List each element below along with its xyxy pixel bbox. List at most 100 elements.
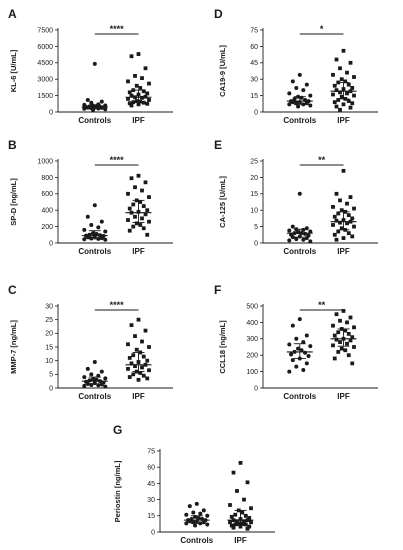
- data-point-ipf: [336, 229, 341, 234]
- data-point-ipf: [352, 93, 356, 98]
- y-tick-label: 15: [45, 344, 53, 351]
- data-point-ipf: [346, 99, 351, 103]
- data-point-ipf: [141, 373, 146, 378]
- data-point-ipf: [352, 206, 356, 211]
- data-point-controls: [82, 106, 87, 111]
- x-category-label: Controls: [283, 392, 316, 401]
- data-point-ipf: [341, 309, 346, 313]
- data-point-controls: [292, 96, 297, 101]
- data-point-ipf: [126, 79, 130, 84]
- data-point-controls: [304, 82, 309, 87]
- data-point-ipf: [138, 371, 143, 375]
- data-point-controls: [287, 342, 292, 347]
- data-point-ipf: [129, 54, 134, 59]
- data-point-ipf: [338, 107, 342, 112]
- data-point-ipf: [126, 96, 130, 101]
- data-point-controls: [308, 93, 313, 98]
- y-axis-label: MMP-7 [ng/mL]: [9, 320, 18, 374]
- data-point-ipf: [240, 510, 245, 515]
- data-point-controls: [290, 358, 295, 363]
- x-category-label: Controls: [283, 116, 316, 125]
- significance-label: ****: [110, 155, 125, 165]
- data-point-ipf: [134, 347, 139, 352]
- data-point-controls: [297, 72, 302, 77]
- y-tick-label: 20: [250, 175, 258, 182]
- data-point-ipf: [348, 60, 353, 65]
- data-point-ipf: [345, 341, 349, 346]
- data-point-ipf: [141, 354, 146, 359]
- data-point-controls: [99, 369, 104, 374]
- x-category-label: IPF: [132, 392, 145, 401]
- data-point-ipf: [138, 200, 143, 204]
- data-point-ipf: [129, 323, 134, 328]
- data-point-ipf: [131, 353, 136, 358]
- data-point-controls: [299, 348, 304, 353]
- data-point-controls: [89, 222, 94, 227]
- data-point-controls: [103, 107, 108, 112]
- data-point-ipf: [235, 519, 239, 524]
- data-point-ipf: [343, 328, 348, 333]
- data-point-ipf: [129, 93, 134, 98]
- panel-e: E 0 5 10 15 20 25 CA-125 [U/mL] Controls IPF **: [214, 138, 378, 256]
- y-axis-label: KL-6 [U/mL]: [9, 49, 18, 92]
- data-point-controls: [193, 523, 198, 528]
- data-point-ipf: [332, 333, 337, 338]
- y-tick-label: 0: [254, 109, 258, 116]
- data-point-ipf: [136, 52, 141, 56]
- data-point-controls: [308, 239, 313, 244]
- data-point-ipf: [136, 317, 141, 322]
- data-point-ipf: [336, 350, 341, 354]
- data-point-ipf: [339, 346, 344, 351]
- significance-label: **: [318, 155, 326, 165]
- data-point-ipf: [127, 90, 132, 95]
- data-point-ipf: [145, 91, 150, 96]
- data-point-ipf: [133, 185, 137, 190]
- data-point-ipf: [334, 104, 339, 109]
- data-point-ipf: [141, 226, 146, 231]
- y-tick-label: 60: [250, 44, 258, 51]
- data-point-controls: [297, 317, 302, 322]
- data-point-ipf: [336, 330, 341, 335]
- data-point-ipf: [143, 180, 148, 185]
- data-point-controls: [87, 378, 92, 383]
- y-tick-label: 4500: [37, 60, 53, 67]
- x-category-label: Controls: [78, 247, 111, 256]
- data-point-ipf: [147, 368, 151, 373]
- data-point-controls: [99, 382, 104, 387]
- y-tick-label: 200: [41, 224, 53, 231]
- data-point-ipf: [334, 337, 339, 342]
- y-tick-label: 400: [41, 208, 53, 215]
- data-point-controls: [201, 508, 206, 513]
- x-category-label: Controls: [283, 247, 316, 256]
- data-point-ipf: [145, 358, 150, 363]
- data-point-controls: [99, 219, 104, 224]
- y-tick-label: 5: [254, 224, 258, 231]
- data-point-ipf: [238, 460, 243, 465]
- data-point-ipf: [127, 356, 132, 360]
- data-point-ipf: [334, 218, 339, 223]
- data-point-ipf: [334, 237, 339, 242]
- panel-letter: C: [8, 283, 17, 297]
- data-point-controls: [294, 237, 299, 242]
- data-point-ipf: [143, 212, 148, 217]
- y-tick-label: 200: [246, 353, 258, 360]
- y-axis-label: Periostin [ng/mL]: [113, 460, 122, 522]
- data-point-ipf: [242, 519, 246, 524]
- data-point-ipf: [141, 204, 146, 208]
- data-point-controls: [196, 515, 201, 520]
- data-point-ipf: [143, 66, 148, 71]
- data-point-controls: [82, 227, 87, 232]
- y-tick-label: 60: [147, 465, 155, 472]
- data-point-ipf: [126, 191, 130, 196]
- data-point-ipf: [348, 105, 353, 110]
- y-tick-label: 45: [147, 481, 155, 488]
- y-tick-label: 25: [45, 317, 53, 324]
- data-point-ipf: [229, 523, 234, 528]
- data-point-controls: [82, 375, 87, 380]
- data-point-ipf: [345, 320, 349, 325]
- data-point-ipf: [127, 228, 132, 233]
- data-point-ipf: [334, 57, 339, 62]
- data-point-controls: [103, 237, 108, 242]
- data-point-controls: [294, 364, 299, 369]
- panel-letter: B: [8, 138, 17, 152]
